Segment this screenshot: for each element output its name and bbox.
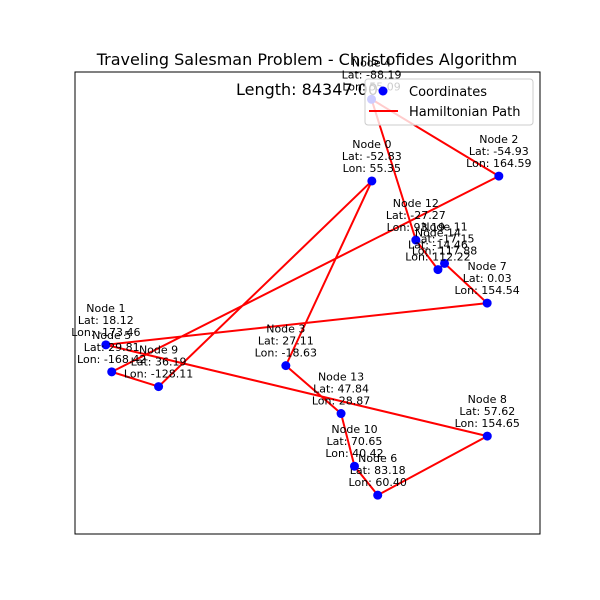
node-3-lat: Lat: 27.11 <box>258 335 314 348</box>
node-1-lat: Lat: 18.12 <box>78 314 134 327</box>
node-7-name: Node 7 <box>468 260 507 273</box>
plot-frame <box>74 71 541 535</box>
node-5-lat: Lat: 29.81 <box>84 341 140 354</box>
node-2-lat: Lat: -54.93 <box>469 145 529 158</box>
node-1-lon: Lon: -173.46 <box>71 326 140 339</box>
node-13-marker <box>336 409 346 419</box>
node-3-name: Node 3 <box>266 323 305 336</box>
node-13-lon: Lon: 28.87 <box>312 395 370 408</box>
node-9-lon: Lon: -128.11 <box>124 368 193 381</box>
node-13-name: Node 13 <box>318 371 364 384</box>
node-14-name: Node 14 <box>415 227 461 240</box>
node-9-lat: Lat: 36.19 <box>131 356 187 369</box>
legend-path-label: Hamiltonian Path <box>409 105 520 120</box>
node-6-name: Node 6 <box>358 452 397 465</box>
node-11-lat: Lat: -17.15 <box>415 232 475 245</box>
node-8-lon: Lon: 154.65 <box>455 417 520 430</box>
node-10-lat: Lat: 70.65 <box>327 435 383 448</box>
node-11-marker <box>440 258 450 268</box>
node-6-marker <box>373 490 383 500</box>
node-10-marker <box>349 461 359 471</box>
hamiltonian-path-line <box>104 98 500 497</box>
node-1-name: Node 1 <box>86 302 125 315</box>
node-4-lat: Lat: -88.19 <box>342 68 402 81</box>
path-length-label: Length: 84347.00 <box>236 80 378 99</box>
chart-title: Traveling Salesman Problem - Christofide… <box>96 50 518 69</box>
node-12-marker <box>411 235 421 245</box>
node-14-lat: Lat: -14.46 <box>408 239 468 252</box>
legend: Coordinates Hamiltonian Path <box>364 78 534 126</box>
node-0-lat: Lat: -52.83 <box>342 150 402 163</box>
node-9-marker <box>154 382 164 392</box>
node-6-lon: Lon: 60.40 <box>349 476 407 489</box>
node-7-lon: Lon: 154.54 <box>454 284 519 297</box>
hamiltonian-path <box>104 98 500 497</box>
node-5-name: Node 5 <box>92 329 131 342</box>
node-3-marker <box>281 361 291 371</box>
node-12-lon: Lon: 93.19 <box>387 221 445 234</box>
node-3-lon: Lon: -18.63 <box>255 347 317 360</box>
node-14-lon: Lon: 112.22 <box>405 251 470 264</box>
node-5-marker <box>107 367 117 377</box>
node-0-lon: Lon: 55.35 <box>343 162 401 175</box>
node-13-lat: Lat: 47.84 <box>313 383 369 396</box>
node-8-lat: Lat: 57.62 <box>459 405 515 418</box>
node-7-lat: Lat: 0.03 <box>463 272 512 285</box>
node-10-lon: Lon: 40.42 <box>325 447 383 460</box>
node-5-lon: Lon: -168.42 <box>77 353 146 366</box>
node-6-lat: Lat: 83.18 <box>350 464 406 477</box>
node-9-name: Node 9 <box>139 344 178 357</box>
node-2-marker <box>494 171 504 181</box>
node-12-name: Node 12 <box>393 197 439 210</box>
node-1-marker <box>101 340 111 350</box>
node-14-marker <box>433 265 443 275</box>
legend-box <box>364 78 534 126</box>
node-12-lat: Lat: -27.27 <box>386 209 446 222</box>
node-10-name: Node 10 <box>331 423 377 436</box>
node-11-name: Node 11 <box>421 220 467 233</box>
node-11-lon: Lon: 117.88 <box>412 244 477 257</box>
node-4-name: Node 4 <box>352 56 391 69</box>
node-0-name: Node 0 <box>352 138 391 151</box>
legend-coordinates-label: Coordinates <box>409 85 487 100</box>
node-0-marker <box>367 176 377 186</box>
node-8-marker <box>482 431 492 441</box>
legend-coordinates-marker <box>378 86 388 96</box>
node-2-lon: Lon: 164.59 <box>466 157 531 170</box>
node-8-name: Node 8 <box>468 393 507 406</box>
node-2-name: Node 2 <box>479 133 518 146</box>
node-7-marker <box>482 298 492 308</box>
